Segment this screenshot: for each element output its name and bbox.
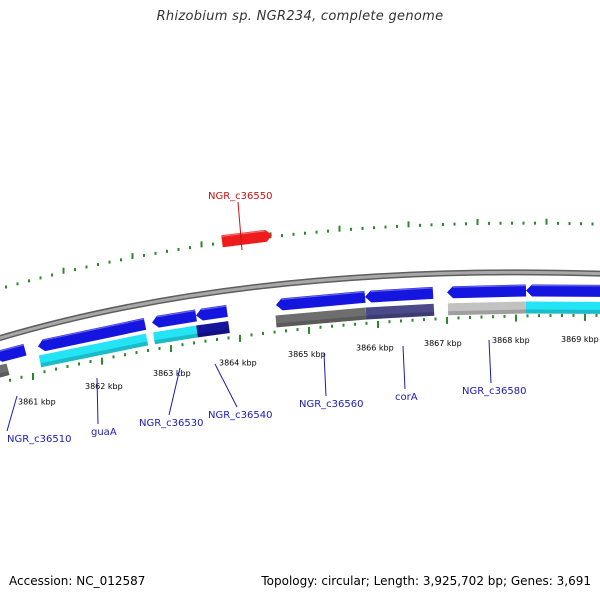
backbone-line xyxy=(0,270,600,340)
genome-backbone xyxy=(0,269,600,342)
inner-tick-track xyxy=(9,313,598,382)
gene-label: NGR_c36550 xyxy=(208,191,273,202)
map-title: Rhizobium sp. NGR234, complete genome xyxy=(156,9,444,24)
gc-block xyxy=(275,307,367,328)
topology-text: Topology: circular; Length: 3,925,702 bp… xyxy=(261,574,591,588)
highlight-gene-arrow-shine xyxy=(221,230,266,237)
kbp-label: 3863 kbp xyxy=(153,369,191,378)
accession-text: Accession: NC_012587 xyxy=(9,574,146,588)
gene-label: guaA xyxy=(91,427,117,438)
gene-arrow-shine xyxy=(0,344,24,352)
gc-block-shade xyxy=(0,371,10,379)
gc-block xyxy=(196,321,230,338)
highlight-gene-arrow xyxy=(221,229,273,248)
gc-content-track xyxy=(0,301,600,379)
outer-tick-track xyxy=(5,218,594,289)
gene-label: NGR_c36560 xyxy=(299,399,364,410)
kbp-label: 3866 kbp xyxy=(356,344,394,353)
gene-leader-line xyxy=(402,345,406,390)
gene-leader-line xyxy=(323,352,327,397)
gene-labels: NGR_c36510 guaA NGR_c36530 NGR_c36540 NGR_c3… xyxy=(6,191,527,445)
gene-label: corA xyxy=(395,392,418,403)
gene-leader-line xyxy=(488,339,492,384)
gene-leader-line xyxy=(6,395,18,432)
kbp-label: 3867 kbp xyxy=(424,339,462,348)
gene-arrow xyxy=(526,284,600,297)
gc-block-shade xyxy=(276,315,367,328)
gene-arrow xyxy=(365,286,434,303)
gc-block xyxy=(38,333,149,368)
gene-label: NGR_c36540 xyxy=(208,410,273,421)
gene-leader-line xyxy=(96,377,99,425)
gene-arrow xyxy=(276,290,366,311)
gene-arrow-shine xyxy=(201,305,227,311)
gc-block xyxy=(153,325,198,345)
gene-arrow xyxy=(447,284,527,299)
gc-block xyxy=(0,363,10,379)
kbp-label: 3869 kbp xyxy=(561,335,599,344)
kbp-scale: 3861 kbp 3862 kbp 3863 kbp 3864 kbp 3865 kbp… xyxy=(18,335,599,407)
gc-block-shade xyxy=(525,309,600,314)
kbp-label: 3861 kbp xyxy=(18,398,56,407)
gc-block-shade xyxy=(154,333,198,345)
kbp-label: 3868 kbp xyxy=(492,336,530,345)
kbp-label: 3862 kbp xyxy=(85,382,123,391)
gene-arrow xyxy=(38,318,147,352)
gc-block-shade xyxy=(40,341,149,368)
gc-block-shade xyxy=(197,329,230,338)
gene-arrow-shine xyxy=(452,284,526,288)
gene-arrow-shine xyxy=(157,309,196,318)
gc-block xyxy=(365,303,435,320)
gene-leader-line xyxy=(237,201,243,251)
gc-block-shade xyxy=(366,311,435,320)
gene-arrow xyxy=(0,343,27,362)
gene-label: NGR_c36510 xyxy=(7,434,72,445)
gene-leader-line xyxy=(214,363,238,408)
kbp-label: 3865 kbp xyxy=(288,350,326,359)
kbp-label: 3864 kbp xyxy=(219,359,257,368)
gc-block xyxy=(525,301,600,314)
gene-arrow-shine xyxy=(370,287,433,293)
gc-block xyxy=(447,301,527,316)
gene-arrow-shine xyxy=(281,291,365,301)
gene-arrow-shine xyxy=(42,318,145,341)
gene-arrow xyxy=(152,309,197,328)
gene-leader-line xyxy=(168,367,181,416)
gene-arrow xyxy=(196,305,228,321)
gene-label: NGR_c36580 xyxy=(462,386,527,397)
gene-label: NGR_c36530 xyxy=(139,418,204,429)
gene-arrows xyxy=(0,229,600,362)
gc-block-shade xyxy=(448,309,527,316)
